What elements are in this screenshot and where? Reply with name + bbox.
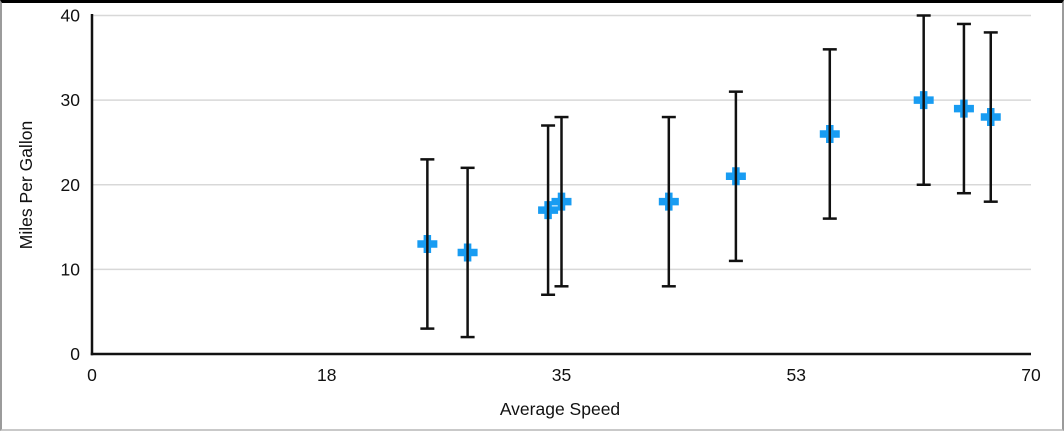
y-axis-title: Miles Per Gallon xyxy=(16,120,36,250)
x-tick-label: 70 xyxy=(1021,365,1041,385)
scatter-plot-area[interactable]: 0 10 20 30 40 0 18 35 53 70 xyxy=(2,3,1062,429)
y-tick-label: 40 xyxy=(61,6,81,26)
x-tick-label: 18 xyxy=(317,365,336,385)
x-tick-label: 53 xyxy=(787,365,806,385)
y-tick-label: 0 xyxy=(70,344,80,364)
x-axis-title: Average Speed xyxy=(499,399,621,419)
x-tick-label: 0 xyxy=(87,365,97,385)
x-tick-label: 35 xyxy=(552,365,571,385)
y-tick-label: 30 xyxy=(61,90,81,110)
y-tick-label: 20 xyxy=(61,175,81,195)
y-tick-label: 10 xyxy=(61,259,81,279)
